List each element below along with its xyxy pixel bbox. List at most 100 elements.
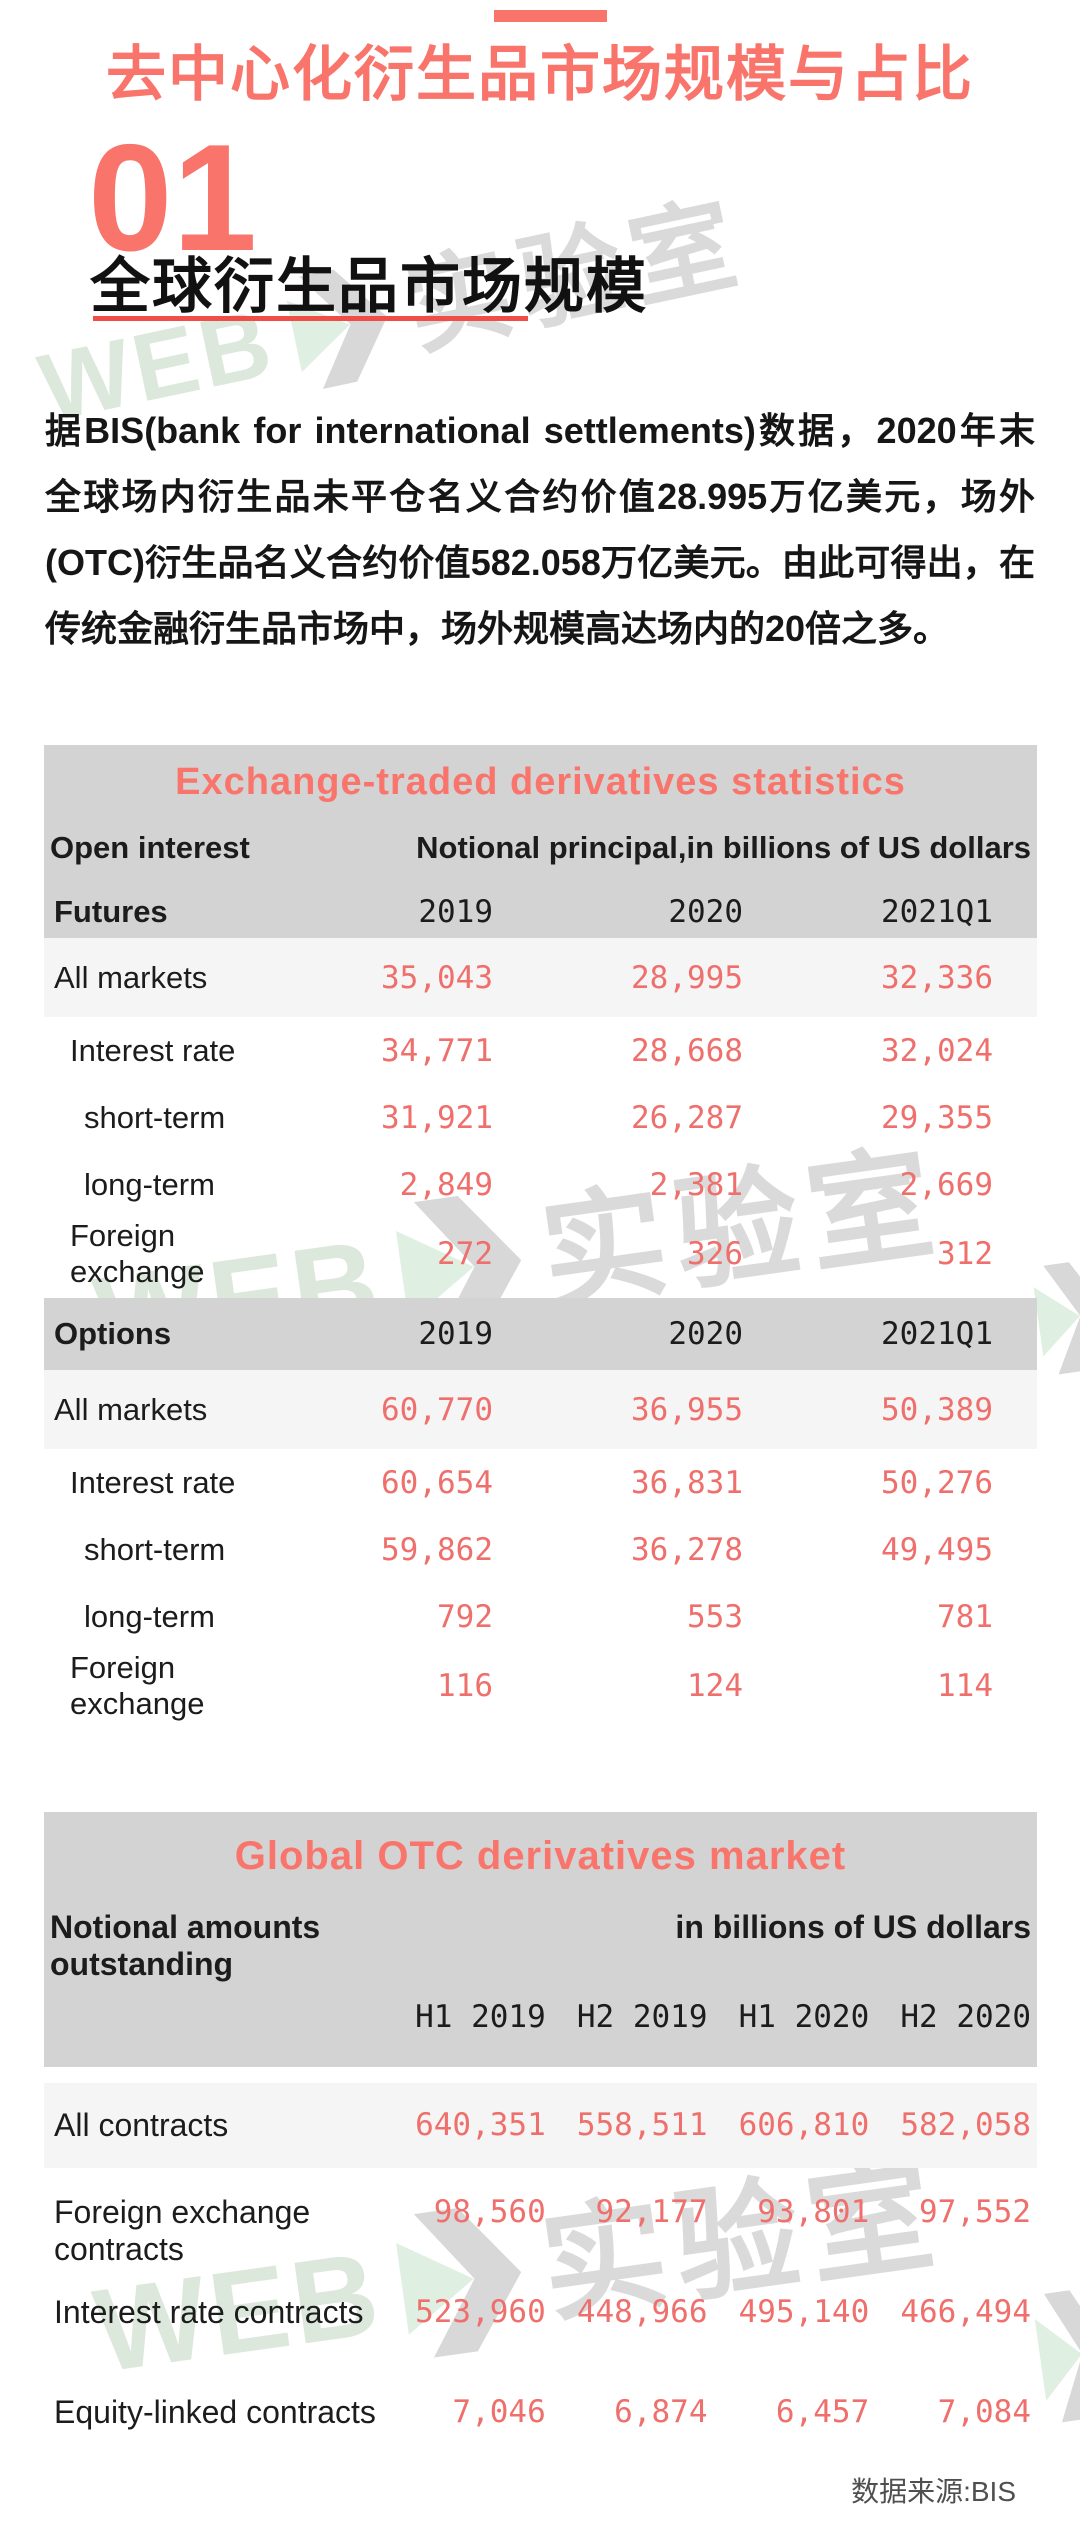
row-value: 92,177	[595, 2194, 708, 2230]
row-value: 35,043	[381, 959, 493, 996]
row-value: 28,995	[631, 959, 743, 996]
row-value: 93,801	[757, 2194, 870, 2230]
table-row: short-term 31,921 26,287 29,355	[44, 1084, 1037, 1151]
table-row: Foreign exchange contracts 98,560 92,177 93…	[44, 2168, 1037, 2268]
table-row: All markets 60,770 36,955 50,389	[44, 1370, 1037, 1449]
row-value: 2,381	[649, 1166, 743, 1203]
row-value: 7,046	[452, 2394, 546, 2430]
row-label: Foreign exchange	[70, 1218, 205, 1289]
table-row: All markets 35,043 28,995 32,336	[44, 938, 1037, 1017]
row-label: Interest rate	[70, 1464, 236, 1500]
row-value: 60,770	[381, 1391, 493, 1428]
row-value: 495,140	[738, 2294, 870, 2330]
row-value: 32,024	[881, 1032, 993, 1069]
column-header: H2 2020	[900, 1999, 1031, 2035]
row-value: 2,849	[399, 1166, 493, 1203]
row-value: 792	[437, 1598, 493, 1635]
row-value: 553	[687, 1598, 743, 1635]
table-subtitle-row: Open interest Notional principal,in bill…	[44, 830, 1037, 866]
row-value: 558,511	[576, 2107, 708, 2143]
row-value: 60,654	[381, 1464, 493, 1501]
row-value: 781	[937, 1598, 993, 1635]
column-header: H1 2020	[738, 1999, 870, 2035]
table-row: Foreign exchange 272 326 312	[44, 1218, 1037, 1289]
row-value: 582,058	[900, 2107, 1031, 2143]
futures-column-header-row: Futures 2019 2020 2021Q1	[44, 894, 1037, 930]
row-value: 50,389	[881, 1391, 993, 1428]
column-header: 2020	[668, 894, 743, 930]
column-header: 2021Q1	[881, 894, 993, 930]
row-value: 59,862	[381, 1531, 493, 1568]
section-number: 01	[88, 113, 258, 283]
row-value: 114	[937, 1668, 993, 1704]
row-value: 272	[437, 1236, 493, 1272]
column-header: H1 2019	[415, 1999, 546, 2035]
row-value: 32,336	[881, 959, 993, 996]
table-row: Interest rate 60,654 36,831 50,276	[44, 1449, 1037, 1516]
column-header: H2 2019	[576, 1999, 708, 2035]
row-value: 36,955	[631, 1391, 743, 1428]
otc-rows: All contracts 640,351 558,511 606,810 582,05…	[44, 2067, 1037, 2468]
section-heading: 全球衍生品市场规模	[90, 253, 648, 320]
row-value: 7,084	[937, 2394, 1031, 2430]
column-header: Options	[54, 1316, 172, 1351]
row-value: 28,668	[631, 1032, 743, 1069]
table-row: Interest rate contracts 523,960 448,966 495…	[44, 2268, 1037, 2368]
period-column-header-row: H1 2019 H2 2019 H1 2020 H2 2020	[44, 1999, 1037, 2036]
row-value: 124	[687, 1668, 743, 1704]
row-value: 34,771	[381, 1032, 493, 1069]
intro-paragraph: 据BIS(bank for international settlements)…	[45, 410, 1035, 649]
row-value: 116	[437, 1668, 493, 1704]
row-value: 2,669	[899, 1166, 993, 1203]
page-title: 去中心化衍生品市场规模与占比	[106, 41, 974, 108]
row-label: Foreign exchange contracts	[54, 2194, 311, 2267]
column-header: 2019	[418, 1316, 493, 1352]
table-header-block: Exchange-traded derivatives statistics O…	[44, 745, 1037, 938]
row-label: All contracts	[54, 2107, 229, 2143]
row-label: All markets	[54, 1391, 208, 1427]
watermark-edge	[1031, 1258, 1080, 1377]
table-row: long-term 792 553 781	[44, 1583, 1037, 1650]
row-value: 36,278	[631, 1531, 743, 1568]
row-label: long-term	[84, 1166, 215, 1202]
row-value: 448,966	[576, 2294, 708, 2330]
column-header: 2019	[418, 894, 493, 930]
row-value: 97,552	[919, 2194, 1031, 2230]
heading-underline	[93, 316, 528, 321]
row-label: Interest rate	[70, 1032, 236, 1068]
row-label: Interest rate contracts	[54, 2294, 364, 2330]
row-value: 326	[687, 1236, 743, 1272]
row-value: 6,874	[614, 2394, 708, 2430]
table-header-block: Global OTC derivatives market Notional a…	[44, 1812, 1037, 2067]
table-subtitle-row: Notional amounts outstanding in billions…	[44, 1909, 1037, 1983]
row-label: long-term	[84, 1598, 215, 1634]
watermark-arrow-icon	[1031, 2286, 1080, 2424]
row-label: short-term	[84, 1099, 226, 1135]
table-row: short-term 59,862 36,278 49,495	[44, 1516, 1037, 1583]
subtitle-right: in billions of US dollars	[675, 1909, 1031, 1945]
exchange-traded-table: Exchange-traded derivatives statistics O…	[44, 745, 1037, 1721]
options-column-header-row: Options 2019 2020 2021Q1	[44, 1298, 1037, 1370]
row-value: 26,287	[631, 1099, 743, 1136]
row-value: 606,810	[738, 2107, 870, 2143]
subtitle-left: Notional amounts outstanding	[50, 1909, 321, 1982]
column-header: Futures	[54, 894, 168, 929]
table-title: Global OTC derivatives market	[234, 1834, 847, 1878]
row-label: All markets	[54, 959, 208, 995]
top-dash-decoration	[494, 10, 607, 22]
row-label: Equity-linked contracts	[54, 2394, 376, 2430]
subtitle-left: Open interest	[50, 830, 250, 865]
row-value: 466,494	[900, 2294, 1031, 2330]
row-value: 312	[937, 1236, 993, 1272]
watermark-edge	[1031, 2286, 1080, 2424]
column-header: 2020	[668, 1316, 743, 1352]
options-rows: All markets 60,770 36,955 50,389 Interest ra…	[44, 1370, 1037, 1721]
row-label: short-term	[84, 1531, 226, 1567]
row-value: 98,560	[433, 2194, 546, 2230]
row-value: 6,457	[775, 2394, 870, 2430]
table-row: All contracts 640,351 558,511 606,810 582,05…	[44, 2083, 1037, 2168]
futures-rows: All markets 35,043 28,995 32,336 Interest ra…	[44, 938, 1037, 1289]
table-row: Interest rate 34,771 28,668 32,024	[44, 1017, 1037, 1084]
row-value: 523,960	[415, 2294, 546, 2330]
